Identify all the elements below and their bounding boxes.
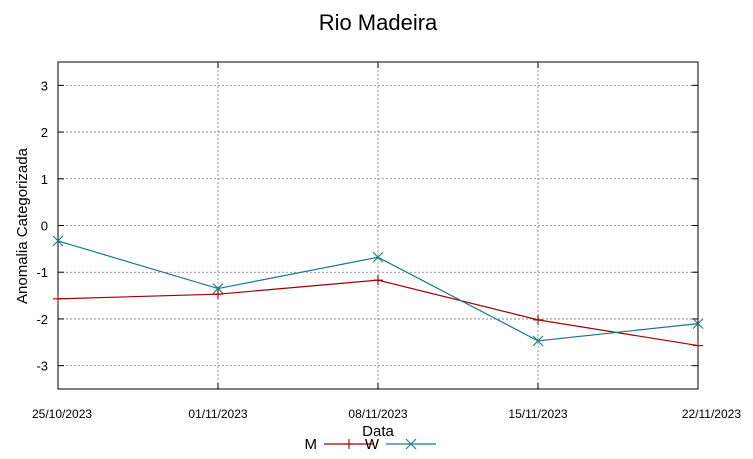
data-point-w [532,335,544,347]
marker-stroke [372,251,384,263]
grid-lines [57,62,699,389]
data-point-w [212,283,224,294]
data-point-m [533,314,543,325]
data-point-m [373,275,383,286]
legend-label-w: W [365,436,380,453]
y-tick-labels: 3 2 1 0 -1 -2 -3 [36,78,48,373]
legend-marker-w [405,438,417,450]
marker-stroke [532,335,544,347]
legend-marker-m [344,439,354,449]
x-tick-label: 22/11/2023 [682,407,741,421]
chart-title: Rio Madeira [319,10,438,35]
x-tick-label: 15/11/2023 [508,407,567,421]
data-point-m [213,289,223,300]
y-tick-label: -3 [36,359,48,374]
x-tick-label: 01/11/2023 [188,407,247,421]
y-tick-label: 2 [41,125,48,140]
data-point-w [52,235,64,247]
marker-stroke [692,318,704,329]
data-point-m [693,340,703,351]
legend-label-m: M [305,436,318,453]
marker-stroke [212,283,224,294]
x-axis-label: Data [362,423,394,440]
y-axis-label: Anomalia Categorizada [14,147,31,304]
data-point-w [692,318,704,329]
y-tick-label: 1 [41,172,48,187]
x-tick-labels: 25/10/2023 01/11/2023 08/11/2023 15/11/2023… [32,407,741,421]
marker-stroke [52,235,64,247]
y-tick-label: 3 [41,78,48,93]
plot-frame [57,61,699,390]
x-tick-label: 25/10/2023 [32,407,92,421]
marker-stroke [405,438,417,450]
x-tick-label: 08/11/2023 [348,407,407,421]
data-point-m [53,293,63,304]
series-lines [52,235,704,351]
y-tick-label: -1 [36,265,48,280]
data-point-w [372,251,384,263]
y-tick-label: 0 [41,219,48,234]
y-tick-label: -2 [36,312,48,327]
